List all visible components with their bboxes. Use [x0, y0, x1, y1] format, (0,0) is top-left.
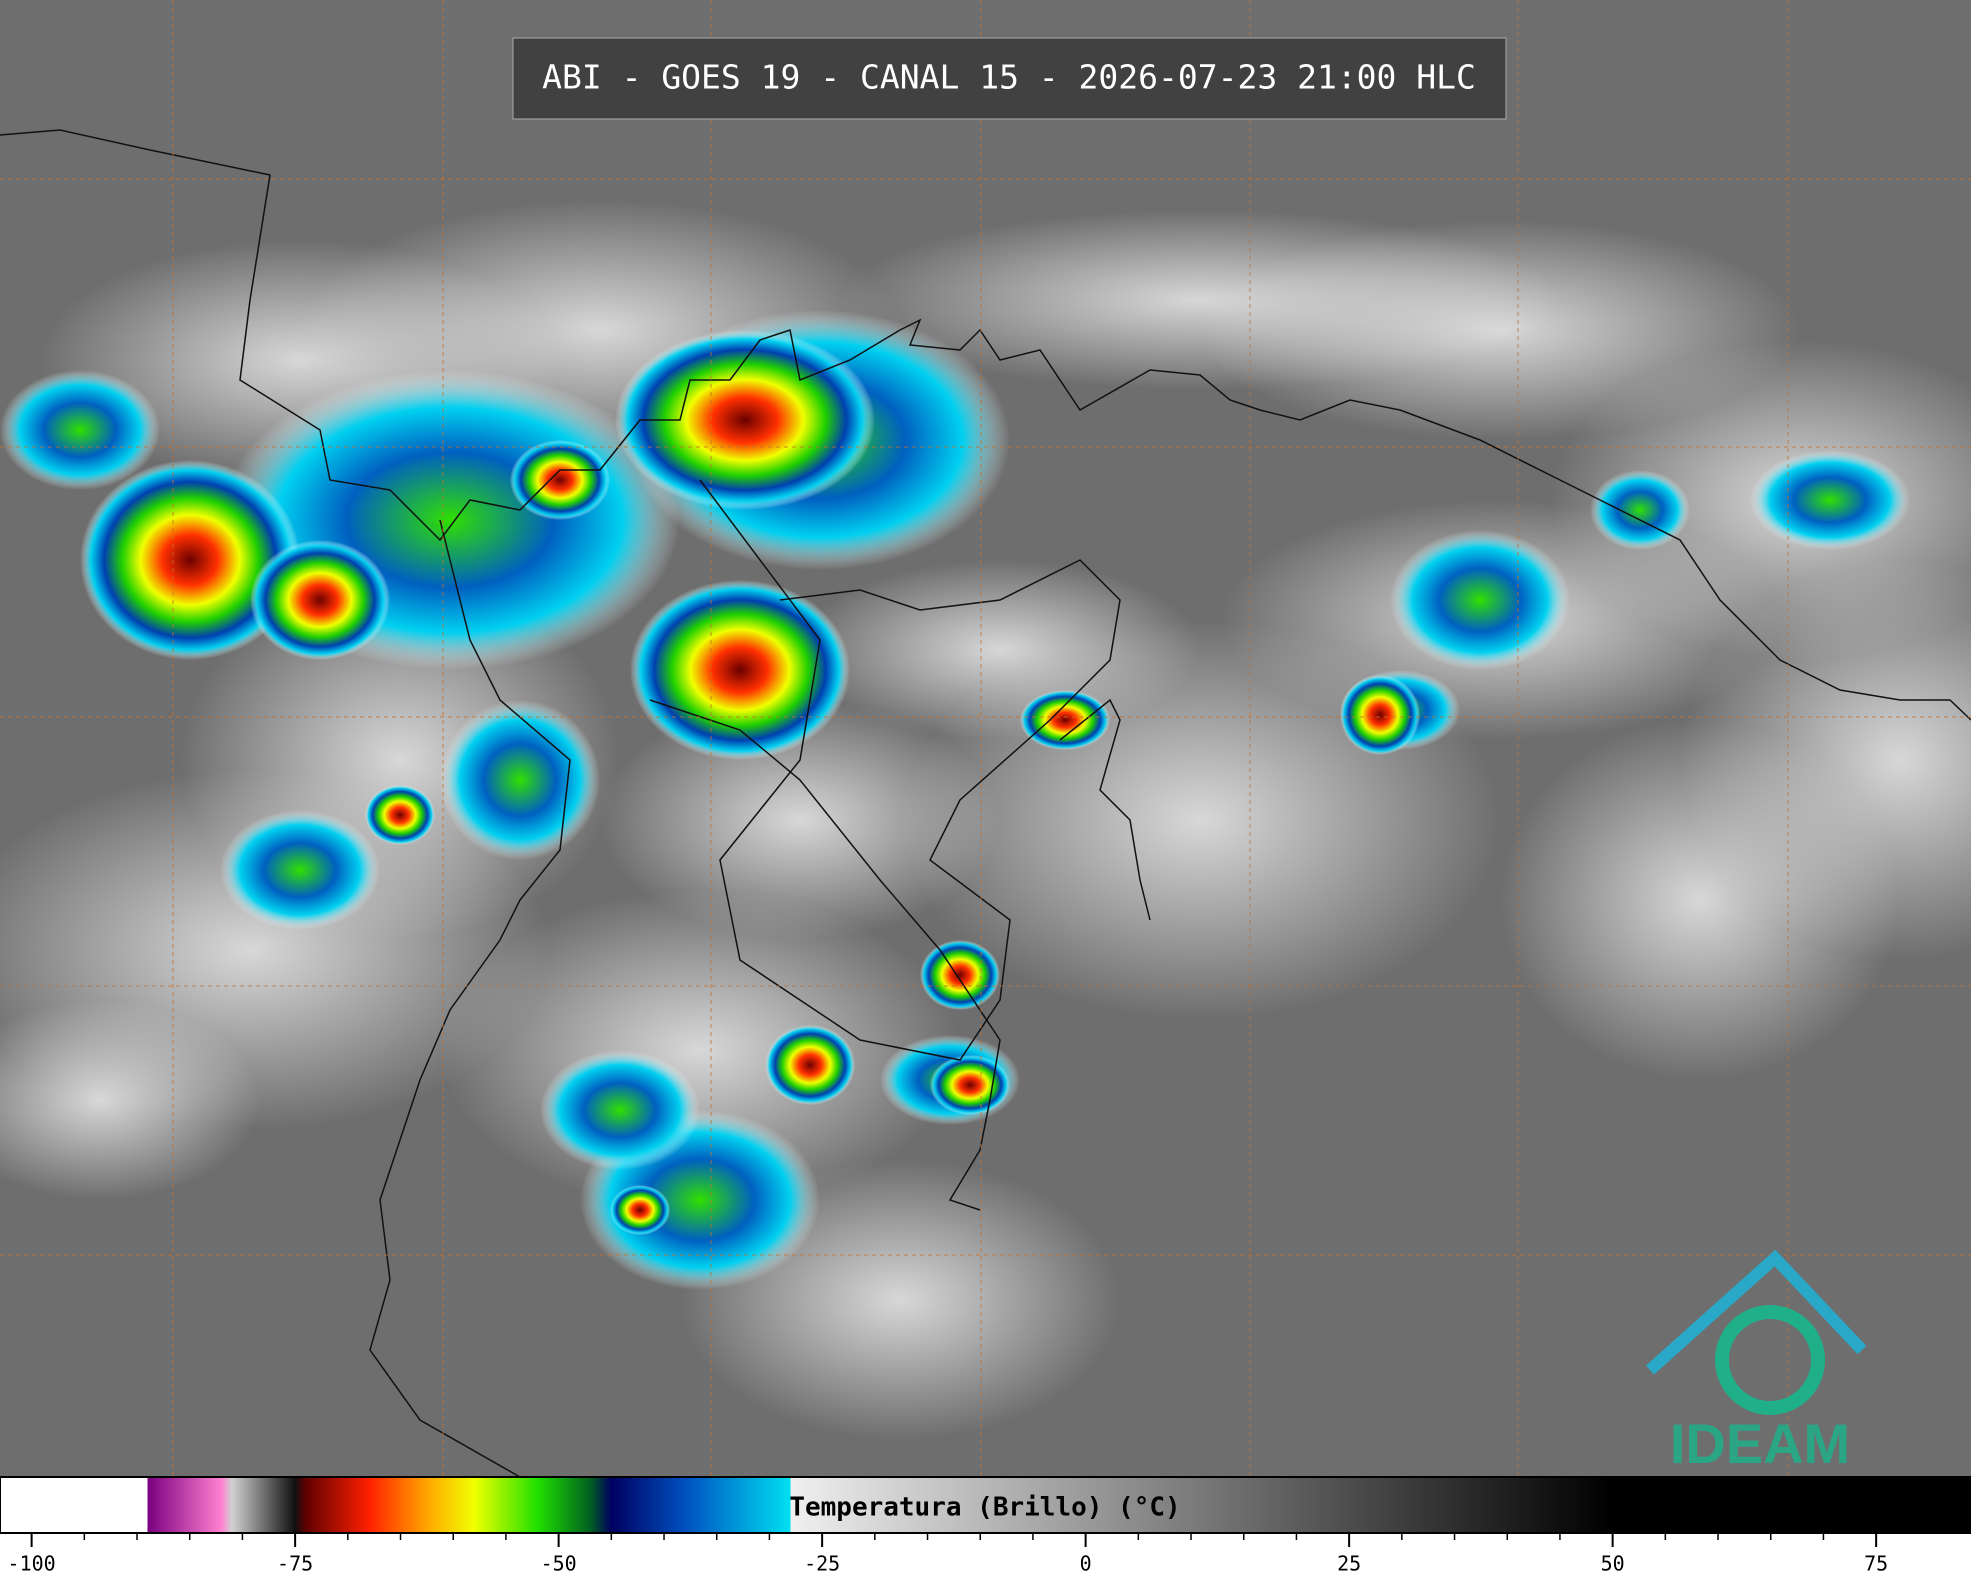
- convective-cloud: [1590, 470, 1690, 550]
- colorbar-ticks: -100 -75 -50 -25 0 25 50 75: [8, 1533, 1888, 1576]
- tick-label: 25: [1337, 1552, 1361, 1576]
- cold-cloud-top: [365, 785, 435, 845]
- cloud: [1500, 720, 1900, 1080]
- cloud-layer: [0, 200, 1971, 1440]
- logo: IDEAM: [1645, 1249, 1867, 1475]
- logo-swirl: [1715, 1305, 1825, 1415]
- tick-label: -50: [541, 1552, 577, 1576]
- cold-cloud-top: [630, 580, 850, 760]
- cold-cloud-top: [610, 1185, 670, 1235]
- cloud: [0, 1000, 260, 1200]
- cold-cloud-top: [1020, 690, 1110, 750]
- cold-cloud-top: [920, 940, 1000, 1010]
- graticule: [0, 0, 1971, 1477]
- cold-cloud-top: [250, 540, 390, 660]
- convective-cloud: [440, 700, 600, 860]
- cold-cloud-top: [510, 440, 610, 520]
- colorbar-label: Temperatura (Brillo) (°C): [789, 1493, 1180, 1523]
- title: ABI - GOES 19 - CANAL 15 - 2026-07-23 21…: [542, 58, 1476, 97]
- convective-cloud: [540, 1050, 700, 1170]
- convective-cloud: [220, 810, 380, 930]
- cold-cloud-top: [615, 330, 875, 510]
- cold-cloud-top: [80, 460, 300, 660]
- cold-cloud-top: [765, 1025, 855, 1105]
- boundaries: [0, 129, 1971, 1478]
- colorbar: [0, 1476, 1971, 1534]
- convective-cloud: [0, 370, 160, 490]
- cloud: [600, 700, 1000, 940]
- tick-label: -75: [277, 1552, 313, 1576]
- tick-label: 0: [1080, 1552, 1092, 1576]
- cloud: [800, 560, 1200, 740]
- tick-label: -25: [804, 1552, 840, 1576]
- tick-label: 75: [1864, 1552, 1888, 1576]
- title-box: [512, 37, 1507, 120]
- convective-cloud: [1750, 450, 1910, 550]
- cold-cloud-top: [1340, 675, 1420, 755]
- cold-cloud-top: [930, 1055, 1010, 1115]
- convective-cloud: [1390, 530, 1570, 670]
- tick-label: 50: [1601, 1552, 1625, 1576]
- logo-roof: [1645, 1249, 1867, 1375]
- tick-label: -100: [8, 1552, 56, 1576]
- logo-text: IDEAM: [1670, 1412, 1850, 1475]
